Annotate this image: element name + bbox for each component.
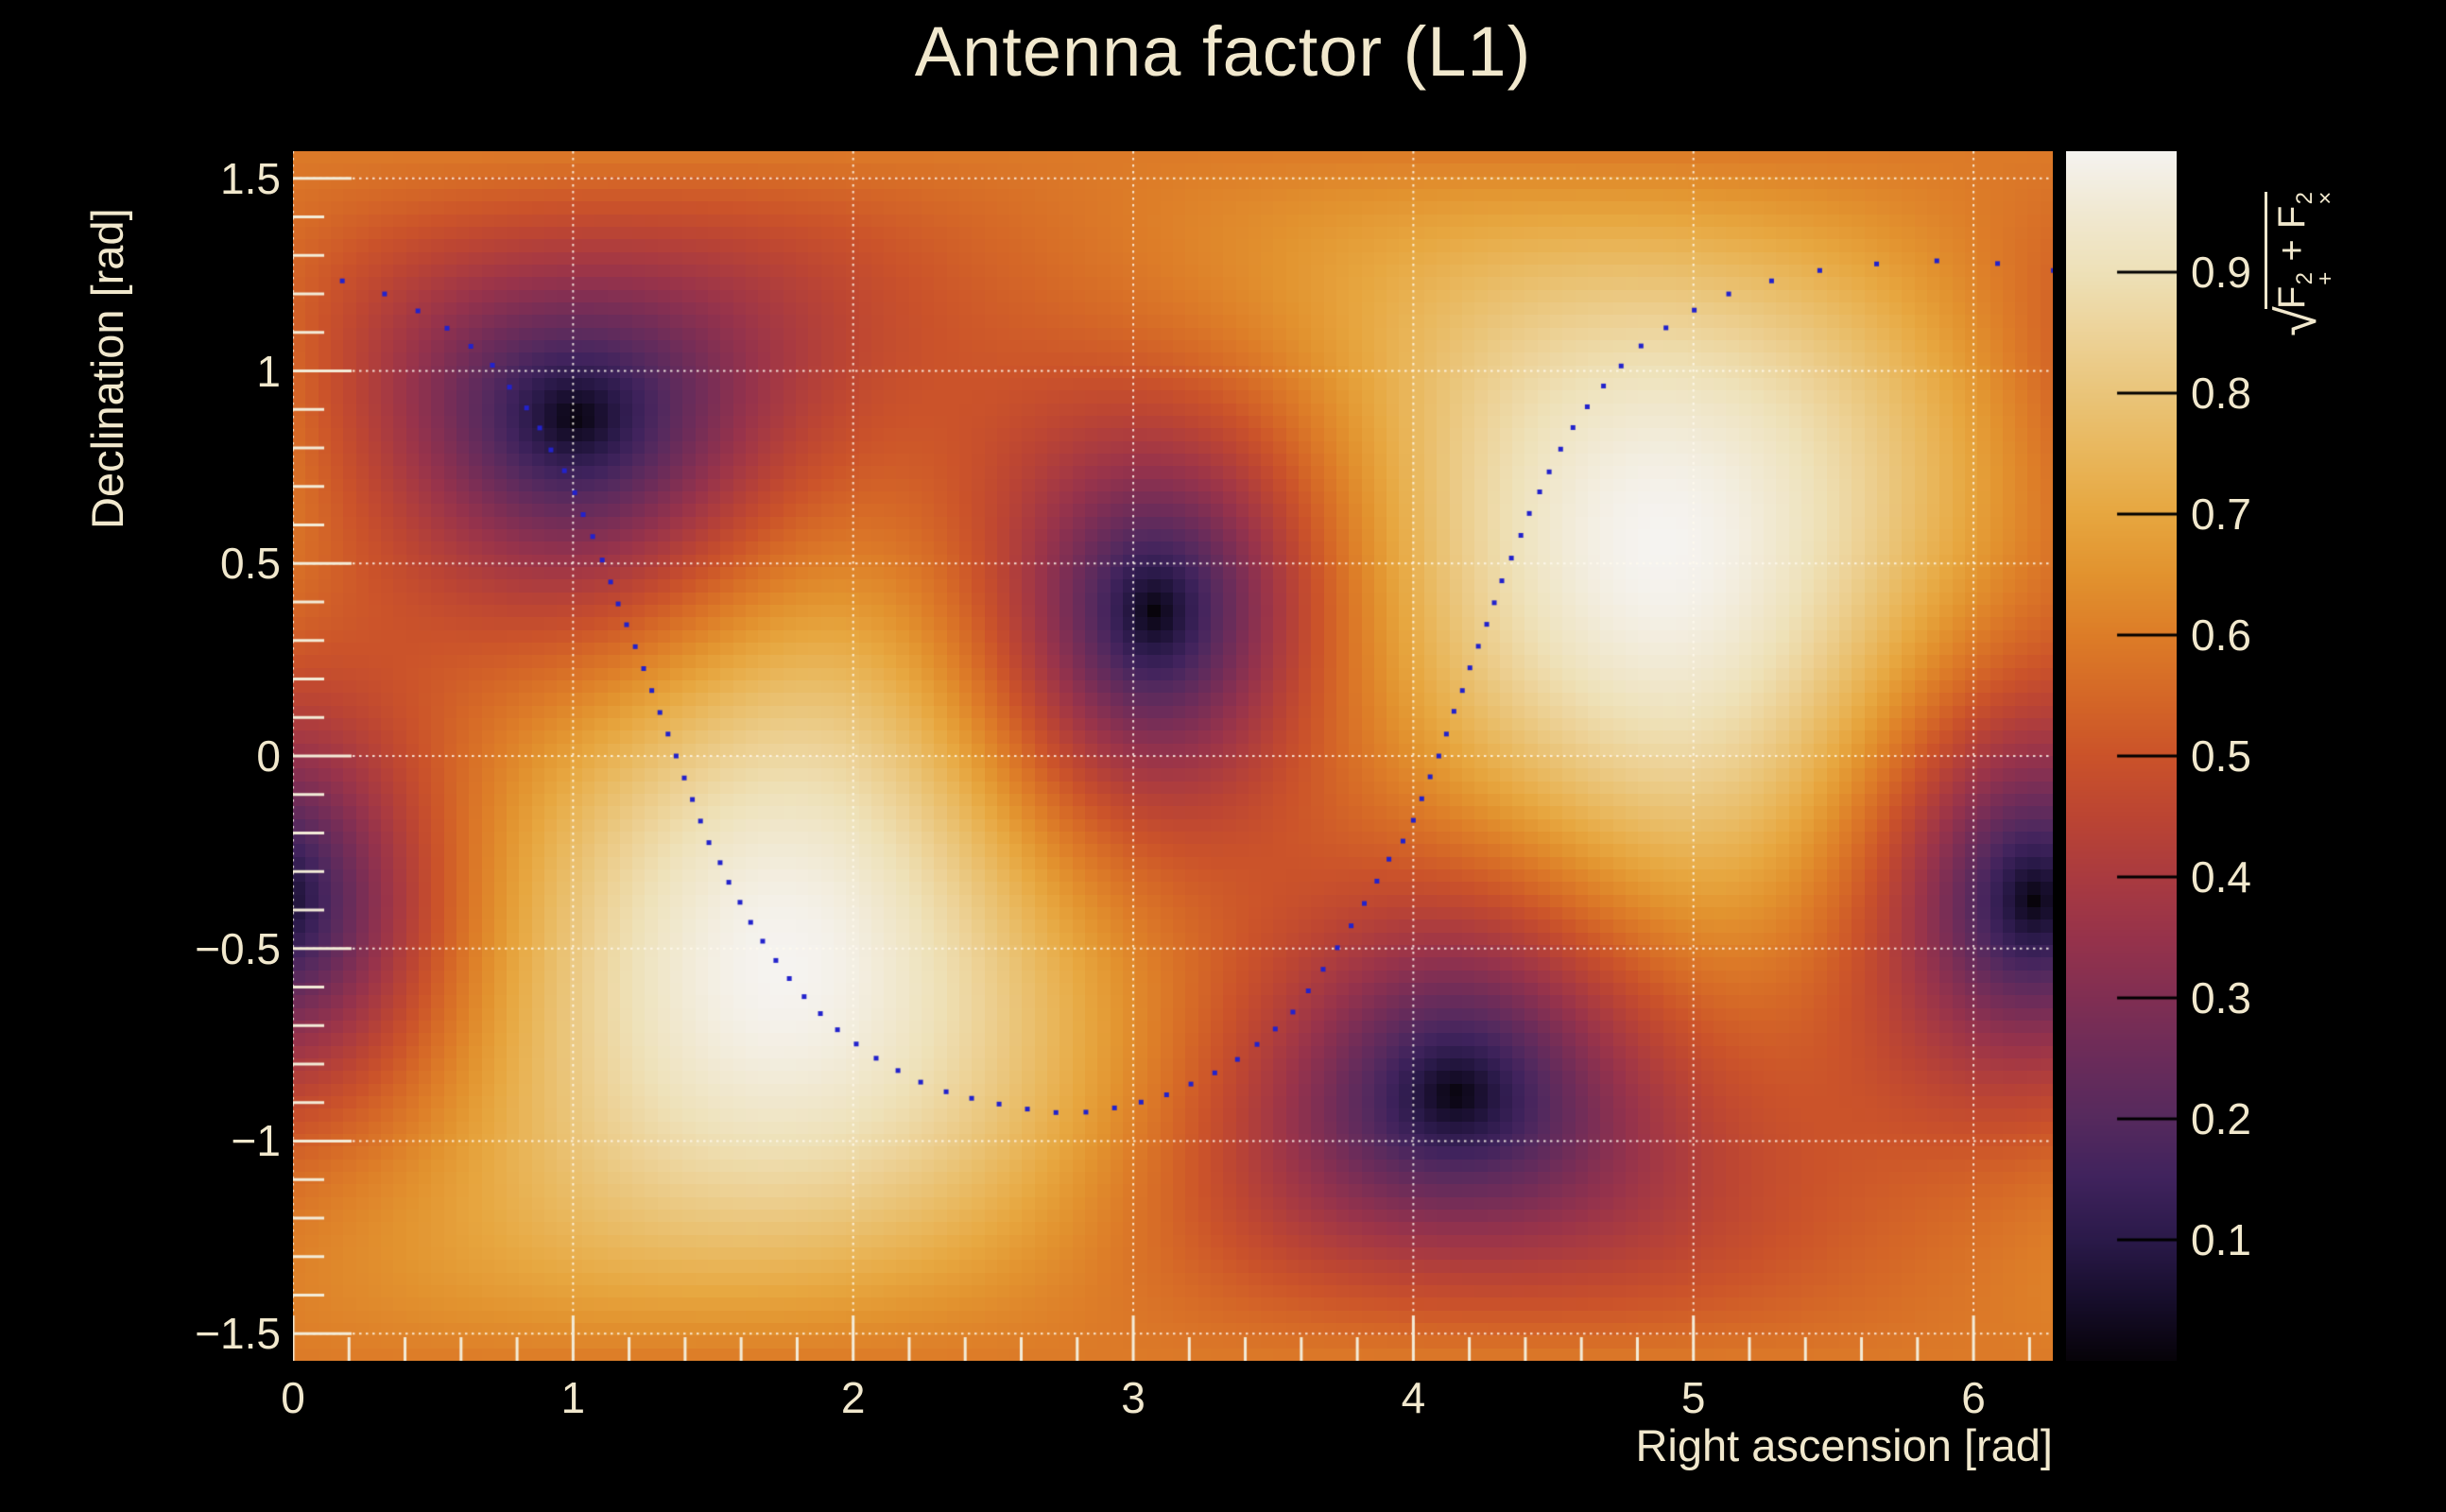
- f-plus-base: F: [2271, 285, 2313, 310]
- colorbar-tick-label: 0.3: [2191, 973, 2251, 1022]
- f-cross-scripts: 2 ×: [2292, 191, 2338, 205]
- colorbar: [2066, 151, 2177, 1361]
- colorbar-tick-label: 0.4: [2191, 852, 2251, 902]
- y-tick-label: 1.5: [220, 153, 281, 203]
- f-plus-sub: +: [2312, 271, 2338, 285]
- x-tick-label: 0: [281, 1373, 305, 1422]
- x-tick-label: 6: [1961, 1373, 1986, 1422]
- colorbar-axis-title: √F 2 + + F 2 ×: [2265, 151, 2350, 336]
- y-tick-label: 1: [256, 346, 281, 396]
- colorbar-tick-label: 0.1: [2191, 1215, 2251, 1264]
- colorbar-tick-label: 0.6: [2191, 610, 2251, 660]
- sqrt-radical-glyph: √: [2266, 306, 2328, 336]
- y-axis-title: Declination [rad]: [82, 208, 132, 529]
- x-axis-title: Right ascension [rad]: [1635, 1420, 2053, 1470]
- colorbar-tick-label: 0.5: [2191, 731, 2251, 781]
- y-tick-label: −1: [231, 1116, 281, 1166]
- f-cross-base: F: [2271, 205, 2313, 230]
- x-tick-label: 4: [1401, 1373, 1426, 1422]
- colorbar-tick-label: 0.8: [2191, 369, 2251, 418]
- x-tick-label: 1: [560, 1373, 586, 1422]
- colorbar-tick-label: 0.9: [2191, 248, 2251, 297]
- y-tick-label: 0.5: [220, 539, 281, 589]
- plot-title: Antenna factor (L1): [914, 12, 1532, 91]
- colorbar-tick-label: 0.2: [2191, 1094, 2251, 1143]
- f-plus-scripts: 2 +: [2292, 271, 2338, 285]
- x-tick-label: 5: [1680, 1373, 1706, 1422]
- colorbar-tick-label: 0.7: [2191, 490, 2251, 539]
- y-tick-label: −1.5: [195, 1309, 281, 1359]
- sqrt-radicand: F 2 + + F 2 ×: [2265, 191, 2338, 310]
- plot-overlay-canvas: [293, 151, 2053, 1361]
- x-tick-label: 3: [1121, 1373, 1145, 1422]
- plus-joiner: +: [2271, 229, 2313, 272]
- f-cross-sub: ×: [2312, 191, 2338, 205]
- y-tick-label: −0.5: [195, 923, 281, 973]
- y-tick-label: 0: [256, 731, 281, 781]
- x-tick-label: 2: [840, 1373, 866, 1422]
